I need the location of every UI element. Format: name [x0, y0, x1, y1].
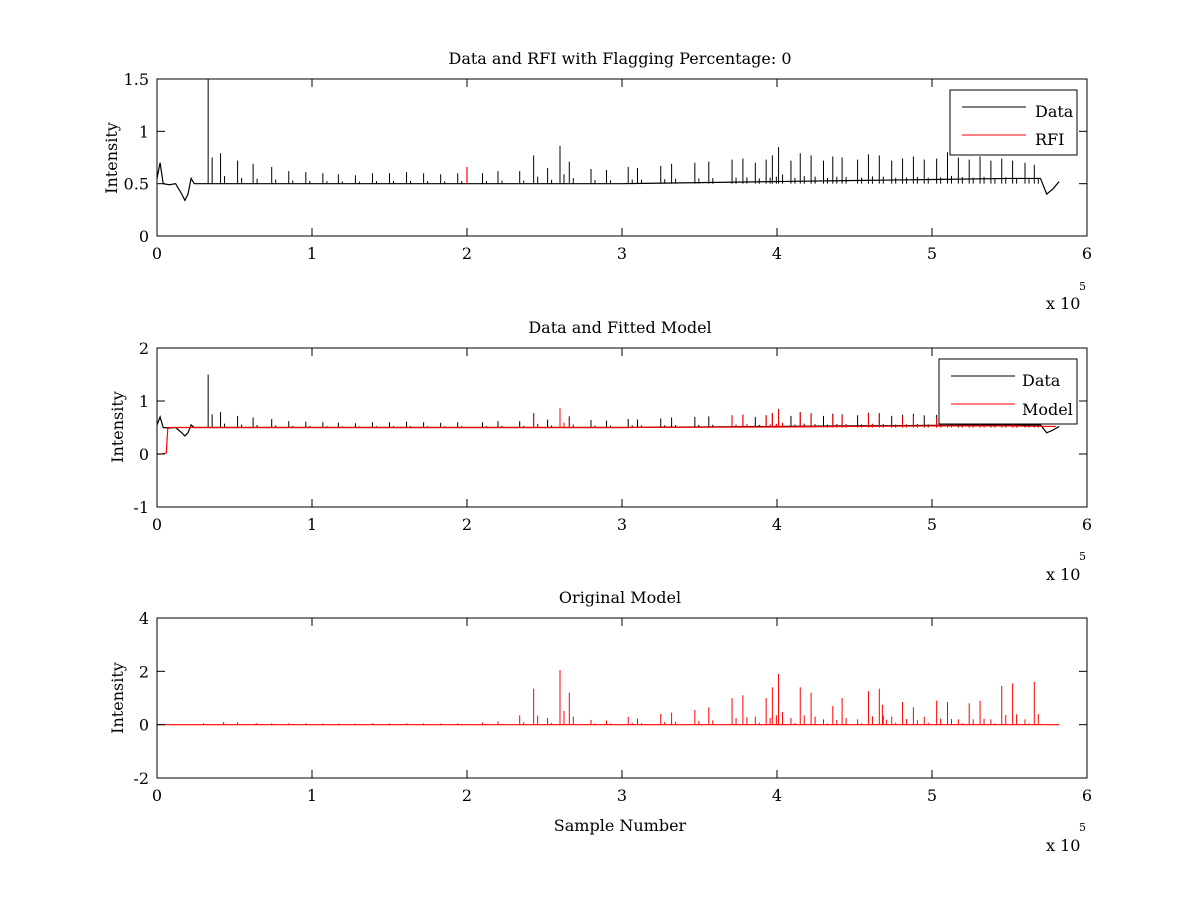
panel-2-y-tick-label: 2 [139, 339, 149, 358]
panel-1-y-tick-label: 1 [139, 122, 149, 141]
panel-2-x-tick-label: 3 [617, 515, 627, 534]
panel-1-x-tick-label: 6 [1082, 244, 1092, 263]
panel-3-x-tick-label: 5 [927, 786, 937, 805]
panel-2-y-tick-label: 0 [139, 445, 149, 464]
panel-2-x-tick-label: 5 [927, 515, 937, 534]
panel-3-y-tick-label: 4 [139, 609, 149, 628]
panel-3-title: Original Model [559, 588, 681, 607]
panel-3-y-tick-label: 2 [139, 662, 149, 681]
panel-2-x-tick-label: 1 [307, 515, 317, 534]
panel-2-title: Data and Fitted Model [528, 318, 711, 337]
panel-2-series-group [156, 374, 1060, 455]
panel-2-series-model-line [157, 425, 1057, 455]
panel-1-legend-label-rfi: RFI [1035, 130, 1064, 149]
panel-2-legend-label-data: Data [1022, 371, 1061, 390]
panel-1-x-tick-label: 2 [462, 244, 472, 263]
panel-3-xlabel: Sample Number [554, 816, 687, 835]
panel-3-x-multiplier-power: 5 [1079, 821, 1086, 834]
panel-3-y-tick-label: 0 [139, 716, 149, 735]
panel-2-x-tick-label: 2 [462, 515, 472, 534]
panel-3-y-tick-label: -2 [133, 769, 149, 788]
panel-1-x-multiplier: x 10 [1046, 294, 1080, 313]
panel-2-y-tick-label: -1 [133, 498, 149, 517]
panel-3-ylabel: Intensity [108, 662, 127, 734]
panel-1-series-group [156, 79, 1060, 202]
panel-2-legend-box [938, 358, 1078, 425]
panel-1-plot-area: 0 1 2 3 4 5 6 0 0.5 1 1.5 [124, 70, 1093, 263]
panel-1-y-tick-label: 0.5 [124, 175, 149, 194]
panel-1-x-tick-label: 0 [152, 244, 162, 263]
panel-3-x-tick-label: 1 [307, 786, 317, 805]
panel-2-y-tick-label: 1 [139, 392, 149, 411]
panel-1: Data and RFI with Flagging Percentage: 0… [102, 49, 1092, 313]
panel-1-legend-box [949, 89, 1078, 156]
panel-3-x-tick-label: 6 [1082, 786, 1092, 805]
panel-3-x-multiplier: x 10 [1046, 836, 1080, 855]
panel-2-x-tick-label: 0 [152, 515, 162, 534]
panel-3-x-tick-label: 0 [152, 786, 162, 805]
panel-1-legend-label-data: Data [1035, 102, 1074, 121]
panel-1-y-tick-label: 0 [139, 227, 149, 246]
panel-3-x-tick-label: 3 [617, 786, 627, 805]
panel-1-x-tick-label: 1 [307, 244, 317, 263]
panel-1-title: Data and RFI with Flagging Percentage: 0 [448, 49, 791, 68]
panel-3-x-tick-label: 2 [462, 786, 472, 805]
panel-1-ylabel: Intensity [102, 122, 121, 194]
panel-1-x-tick-label: 4 [772, 244, 782, 263]
panel-2-x-multiplier-power: 5 [1079, 550, 1086, 563]
panel-2-legend-label-model: Model [1022, 400, 1073, 419]
panel-1-legend: Data RFI [949, 89, 1078, 156]
panel-2-legend: Data Model [938, 358, 1078, 425]
panel-2-ylabel: Intensity [108, 391, 127, 463]
panel-3-series-group [157, 670, 1060, 726]
panel-2: Data and Fitted Model Intensity 0 1 2 3 4 5 6 -… [108, 318, 1092, 584]
panel-3-x-tick-label: 4 [772, 786, 782, 805]
panel-1-series-data-line [156, 162, 1060, 202]
panel-2-x-tick-label: 4 [772, 515, 782, 534]
panel-1-x-multiplier-power: 5 [1079, 280, 1086, 293]
panel-2-x-multiplier: x 10 [1046, 565, 1080, 584]
panel-2-x-tick-label: 6 [1082, 515, 1092, 534]
panel-1-x-tick-label: 3 [617, 244, 627, 263]
panel-1-y-tick-label: 1.5 [124, 70, 149, 89]
panel-1-x-tick-label: 5 [927, 244, 937, 263]
